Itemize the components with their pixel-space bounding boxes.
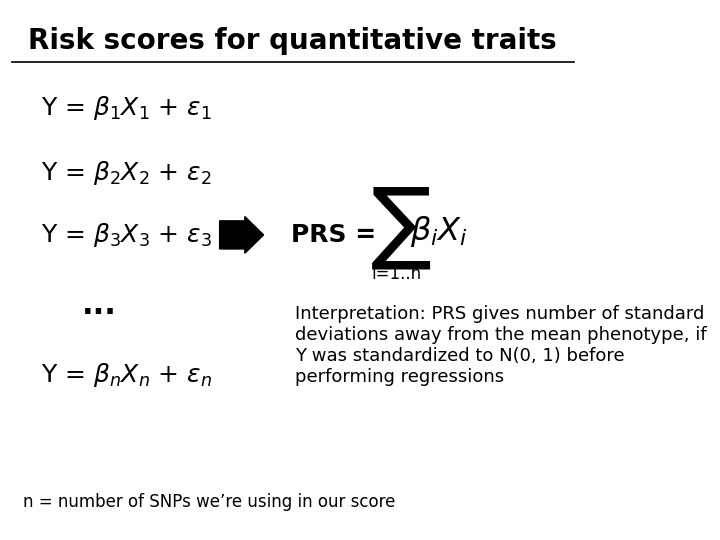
Text: $\beta_i X_i$: $\beta_i X_i$ <box>410 214 467 248</box>
Text: i=1..n: i=1..n <box>372 265 421 284</box>
FancyArrow shape <box>220 217 264 253</box>
Text: Interpretation: PRS gives number of standard
deviations away from the mean pheno: Interpretation: PRS gives number of stan… <box>294 305 706 386</box>
Text: ...: ... <box>82 291 117 320</box>
Text: $\sum$: $\sum$ <box>370 185 431 271</box>
Text: n = number of SNPs we’re using in our score: n = number of SNPs we’re using in our sc… <box>24 493 396 511</box>
Text: Risk scores for quantitative traits: Risk scores for quantitative traits <box>29 27 557 55</box>
Text: Y = $\beta_n X_n$ + $\varepsilon_n$: Y = $\beta_n X_n$ + $\varepsilon_n$ <box>41 361 212 389</box>
Text: PRS =: PRS = <box>291 223 385 247</box>
Text: Y = $\beta_2 X_2$ + $\varepsilon_2$: Y = $\beta_2 X_2$ + $\varepsilon_2$ <box>41 159 212 187</box>
Text: Y = $\beta_3 X_3$ + $\varepsilon_3$: Y = $\beta_3 X_3$ + $\varepsilon_3$ <box>41 221 212 249</box>
Text: Y = $\beta_1 X_1$ + $\varepsilon_1$: Y = $\beta_1 X_1$ + $\varepsilon_1$ <box>41 94 212 122</box>
